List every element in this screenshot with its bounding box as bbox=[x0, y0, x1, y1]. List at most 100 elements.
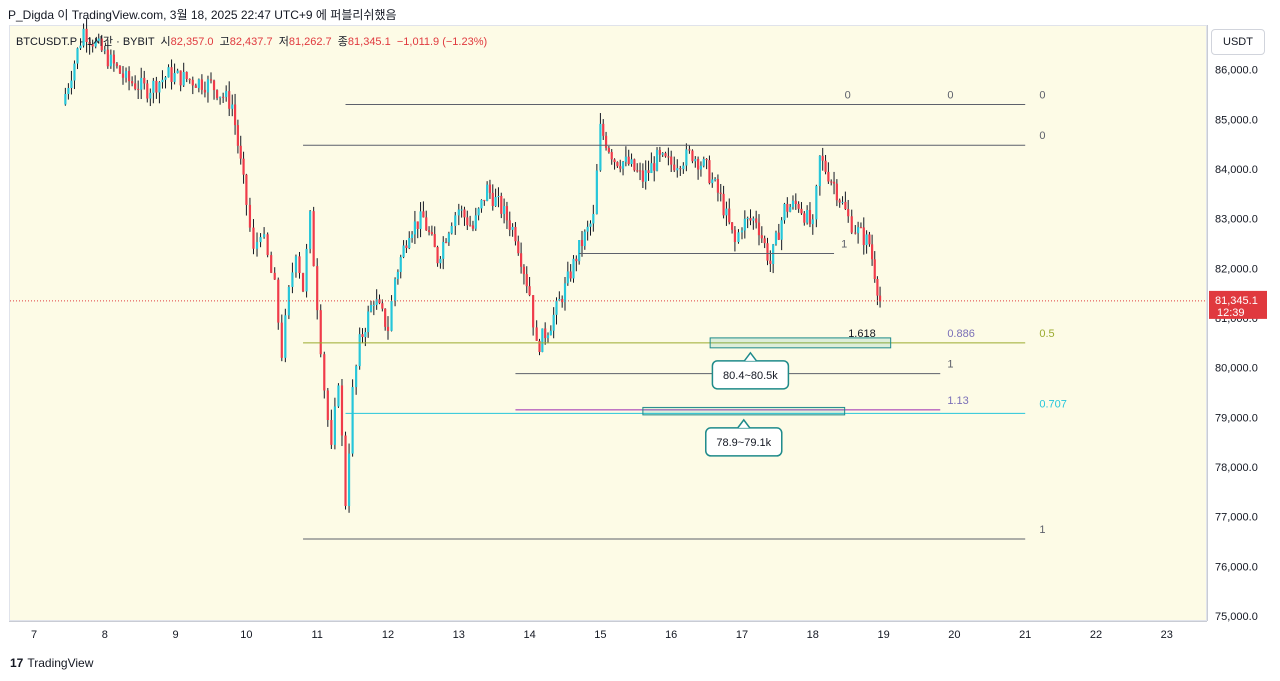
currency-button[interactable]: USDT bbox=[1211, 29, 1265, 55]
candle-body bbox=[766, 243, 769, 261]
open-label: 시 bbox=[160, 36, 171, 48]
candle-body bbox=[212, 80, 216, 91]
x-tick-label: 17 bbox=[736, 629, 748, 641]
candle-body bbox=[233, 104, 237, 126]
candle-body bbox=[682, 165, 685, 170]
x-tick-label: 8 bbox=[102, 629, 108, 641]
candle-body bbox=[760, 235, 763, 239]
candle-body bbox=[85, 28, 88, 43]
candle-body bbox=[786, 203, 789, 212]
candle-body bbox=[416, 221, 419, 229]
chart-pane[interactable] bbox=[9, 25, 1207, 621]
candle-body bbox=[209, 79, 213, 81]
candle-body bbox=[688, 149, 691, 151]
candle-body bbox=[607, 147, 610, 153]
candle-body bbox=[222, 96, 225, 98]
candle-body bbox=[480, 199, 483, 209]
candle-body bbox=[422, 211, 425, 218]
candle-body bbox=[870, 244, 874, 260]
candle-body bbox=[471, 225, 475, 229]
candle-body bbox=[702, 158, 705, 166]
fib-level-label: 1 bbox=[1039, 524, 1045, 536]
candle-body bbox=[488, 184, 492, 193]
candle-body bbox=[384, 308, 387, 327]
candle-body bbox=[109, 54, 112, 67]
candle-body bbox=[381, 303, 384, 309]
candle-body bbox=[273, 272, 276, 280]
y-tick-label: 83,000.0 bbox=[1215, 214, 1258, 226]
candle-body bbox=[176, 70, 179, 74]
candle-body bbox=[602, 123, 605, 136]
candle-body bbox=[500, 195, 503, 214]
x-tick-label: 21 bbox=[1019, 629, 1031, 641]
candle-body bbox=[815, 186, 818, 220]
candle-body bbox=[699, 165, 703, 170]
candle-body bbox=[450, 226, 453, 234]
candle-body bbox=[347, 453, 351, 507]
candle-body bbox=[146, 83, 149, 99]
candle-body bbox=[685, 149, 688, 166]
candle-body bbox=[664, 153, 667, 157]
candle-body bbox=[711, 179, 714, 184]
fib-level-label: 1 bbox=[947, 359, 953, 371]
candle-body bbox=[832, 181, 836, 184]
candle-body bbox=[865, 234, 868, 246]
candle-body bbox=[228, 91, 231, 109]
y-tick-label: 79,000.0 bbox=[1215, 412, 1258, 424]
y-tick-label: 86,000.0 bbox=[1215, 65, 1258, 77]
candle-body bbox=[76, 48, 79, 64]
x-tick-label: 11 bbox=[311, 629, 322, 641]
candle-body bbox=[188, 79, 191, 81]
candle-body bbox=[624, 156, 627, 162]
candle-body bbox=[691, 150, 694, 162]
candle-body bbox=[161, 79, 164, 83]
candle-body bbox=[474, 215, 477, 229]
candle-body bbox=[638, 170, 642, 172]
candle-body bbox=[621, 161, 625, 169]
candle-body bbox=[878, 295, 882, 302]
footer: 17 TradingView bbox=[10, 656, 93, 670]
candle-body bbox=[124, 71, 128, 78]
candle-body bbox=[630, 159, 633, 165]
x-tick-label: 7 bbox=[31, 629, 37, 641]
low-value: 81,262.7 bbox=[288, 36, 332, 48]
close-label: 종 bbox=[337, 36, 348, 48]
candle-body bbox=[351, 387, 354, 454]
symbol-label[interactable]: BTCUSDT.P · 1시간 · BYBIT bbox=[16, 36, 155, 48]
candle-body bbox=[862, 227, 865, 246]
candle-body bbox=[555, 300, 558, 315]
candle-body bbox=[508, 220, 511, 230]
candle-body bbox=[419, 211, 422, 229]
countdown-label: 12:39 bbox=[1217, 307, 1245, 319]
candle-body bbox=[200, 79, 203, 90]
candle-body bbox=[367, 311, 370, 333]
candle-body bbox=[708, 160, 711, 184]
candle-body bbox=[491, 192, 494, 206]
candle-body bbox=[305, 248, 308, 292]
candle-body bbox=[552, 314, 555, 331]
price-axis[interactable] bbox=[1207, 25, 1280, 621]
candle-body bbox=[483, 199, 486, 201]
candle-body bbox=[127, 71, 131, 82]
candle-body bbox=[410, 234, 414, 239]
candle-body bbox=[818, 155, 821, 187]
candle-body bbox=[333, 406, 336, 445]
candle-body bbox=[511, 226, 514, 230]
candle-body bbox=[372, 304, 375, 306]
time-axis[interactable] bbox=[9, 621, 1207, 647]
last-price-label: 81,345.1 bbox=[1215, 295, 1258, 307]
candle-body bbox=[694, 159, 697, 162]
candle-body bbox=[838, 200, 841, 203]
candle-body bbox=[259, 237, 262, 243]
candle-body bbox=[140, 77, 143, 90]
candle-body bbox=[528, 286, 531, 296]
candle-body bbox=[115, 63, 119, 67]
fib-level-label: 0 bbox=[845, 89, 851, 101]
candle-body bbox=[155, 80, 158, 93]
candle-body bbox=[447, 233, 450, 243]
candle-body bbox=[358, 334, 361, 367]
candle-body bbox=[88, 42, 91, 45]
footer-brand[interactable]: TradingView bbox=[27, 656, 94, 670]
x-tick-label: 20 bbox=[948, 629, 960, 641]
